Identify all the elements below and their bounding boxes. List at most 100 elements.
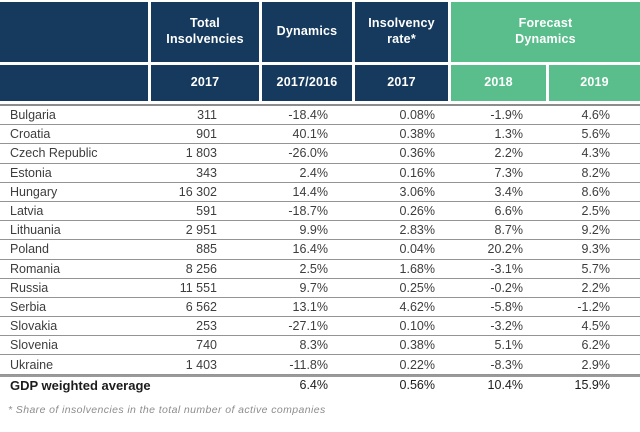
- cell-insolvency-rate: 0.26%: [399, 204, 435, 219]
- cell-insolvency-rate: 0.10%: [399, 319, 435, 334]
- table-row: Slovakia 253 -27.1% 0.10% -3.2% 4.5%: [0, 317, 640, 337]
- cell-forecast-2018: 20.2%: [487, 242, 523, 257]
- cell-insolvency-rate: 0.38%: [399, 338, 435, 353]
- cell-forecast-2019: 8.2%: [581, 165, 611, 180]
- cell-total-insolvencies: 901: [196, 127, 217, 142]
- table-row: Poland 885 16.4% 0.04% 20.2% 9.3%: [0, 240, 640, 260]
- cell-total-insolvencies: 1 803: [185, 146, 217, 161]
- cell-dynamics: 13.1%: [292, 299, 328, 314]
- cell-forecast-2019: 4.6%: [581, 108, 611, 123]
- cell-total-insolvencies: 740: [196, 338, 217, 353]
- table-header-years: 2017 2017/2016 2017 2018 2019: [0, 65, 640, 101]
- table-row: Czech Republic 1 803 -26.0% 0.36% 2.2% 4…: [0, 144, 640, 164]
- cell-dynamics: 2.5%: [299, 261, 329, 276]
- table-row: Romania 8 256 2.5% 1.68% -3.1% 5.7%: [0, 260, 640, 279]
- cell-insolvency-rate: 0.36%: [399, 146, 435, 161]
- cell-forecast-2019: 5.6%: [581, 127, 611, 142]
- table-row: Bulgaria 311 -18.4% 0.08% -1.9% 4.6%: [0, 106, 640, 126]
- cell-country: Croatia: [10, 127, 51, 142]
- footnote: * Share of insolvencies in the total num…: [8, 403, 326, 416]
- cell-country: Latvia: [10, 204, 44, 219]
- cell-insolvency-rate: 2.83%: [399, 223, 435, 238]
- cell-insolvency-rate: 0.22%: [399, 357, 435, 372]
- subheader-dynamics-period: 2017/2016: [259, 65, 352, 101]
- cell-forecast-2019: 2.9%: [581, 357, 611, 372]
- subheader-label-dynamics-period: 2017/2016: [276, 75, 338, 90]
- cell-summary-label: GDP weighted average: [10, 377, 151, 393]
- cell-forecast-2018: 7.3%: [494, 165, 524, 180]
- cell-forecast-2019: 2.2%: [581, 280, 611, 295]
- subheader-forecast-2019: 2019: [546, 65, 640, 101]
- cell-dynamics: 16.4%: [292, 242, 328, 257]
- cell-forecast-2019: 9.2%: [581, 223, 611, 238]
- subheader-cell-empty: [0, 65, 148, 101]
- subheader-label-rate-year: 2017: [387, 75, 416, 90]
- table-row: Slovenia 740 8.3% 0.38% 5.1% 6.2%: [0, 336, 640, 356]
- table-body: Bulgaria 311 -18.4% 0.08% -1.9% 4.6% Cro…: [0, 104, 640, 375]
- cell-dynamics: 8.3%: [299, 338, 329, 353]
- cell-forecast-2018: -8.3%: [490, 357, 523, 372]
- cell-forecast-2018: -5.8%: [490, 299, 523, 314]
- cell-summary-forecast-2019: 15.9%: [574, 378, 610, 393]
- cell-country: Czech Republic: [10, 146, 98, 161]
- cell-total-insolvencies: 8 256: [185, 261, 217, 276]
- cell-forecast-2018: -1.9%: [490, 108, 523, 123]
- cell-total-insolvencies: 6 562: [185, 299, 217, 314]
- cell-dynamics: 2.4%: [299, 165, 329, 180]
- cell-insolvency-rate: 0.16%: [399, 165, 435, 180]
- table-row: Latvia 591 -18.7% 0.26% 6.6% 2.5%: [0, 202, 640, 222]
- cell-forecast-2019: 8.6%: [581, 184, 611, 199]
- cell-forecast-2019: 5.7%: [581, 261, 611, 276]
- cell-total-insolvencies: 2 951: [185, 223, 217, 238]
- cell-insolvency-rate: 1.68%: [399, 261, 435, 276]
- table-row: Lithuania 2 951 9.9% 2.83% 8.7% 9.2%: [0, 221, 640, 241]
- cell-insolvency-rate: 0.08%: [399, 108, 435, 123]
- cell-total-insolvencies: 16 302: [178, 184, 217, 199]
- cell-dynamics: -18.7%: [288, 204, 328, 219]
- cell-forecast-2018: 2.2%: [494, 146, 524, 161]
- cell-total-insolvencies: 885: [196, 242, 217, 257]
- cell-total-insolvencies: 253: [196, 319, 217, 334]
- subheader-total-year: 2017: [148, 65, 259, 101]
- cell-forecast-2019: -1.2%: [577, 299, 610, 314]
- cell-insolvency-rate: 0.25%: [399, 280, 435, 295]
- cell-total-insolvencies: 1 403: [185, 357, 217, 372]
- cell-summary-insolvency-rate: 0.56%: [399, 378, 435, 393]
- cell-country: Slovenia: [10, 338, 58, 353]
- cell-forecast-2018: -0.2%: [490, 280, 523, 295]
- cell-forecast-2018: -3.2%: [490, 319, 523, 334]
- cell-country: Bulgaria: [10, 108, 56, 123]
- header-cell-empty: [0, 2, 148, 62]
- cell-country: Lithuania: [10, 223, 61, 238]
- cell-total-insolvencies: 343: [196, 165, 217, 180]
- cell-insolvency-rate: 3.06%: [399, 184, 435, 199]
- cell-total-insolvencies: 311: [197, 108, 217, 123]
- cell-total-insolvencies: 591: [196, 204, 217, 219]
- header-cell-insolvency-rate: Insolvency rate*: [352, 2, 448, 62]
- subheader-label-total-year: 2017: [190, 75, 220, 90]
- header-label-forecast-dynamics: Forecast Dynamics: [515, 16, 576, 46]
- cell-dynamics: 9.7%: [299, 280, 329, 295]
- table-row: Estonia 343 2.4% 0.16% 7.3% 8.2%: [0, 164, 640, 183]
- header-label-total-insolvencies: Total Insolvencies: [166, 16, 244, 46]
- cell-insolvency-rate: 4.62%: [399, 299, 435, 314]
- header-cell-total-insolvencies: Total Insolvencies: [148, 2, 259, 62]
- cell-forecast-2019: 4.5%: [581, 319, 611, 334]
- cell-country: Russia: [10, 280, 49, 295]
- cell-dynamics: -26.0%: [288, 146, 328, 161]
- cell-forecast-2018: 1.3%: [494, 127, 524, 142]
- cell-country: Hungary: [10, 184, 58, 199]
- cell-summary-forecast-2018: 10.4%: [487, 378, 523, 393]
- cell-total-insolvencies: 11 551: [179, 280, 217, 295]
- subheader-rate-year: 2017: [352, 65, 448, 101]
- cell-forecast-2018: 6.6%: [494, 204, 524, 219]
- cell-forecast-2018: 5.1%: [494, 338, 524, 353]
- table-row: Ukraine 1 403 -11.8% 0.22% -8.3% 2.9%: [0, 355, 640, 375]
- header-cell-dynamics: Dynamics: [259, 2, 352, 62]
- subheader-label-forecast-2018: 2018: [484, 75, 513, 90]
- subheader-forecast-2018: 2018: [448, 65, 546, 101]
- cell-forecast-2019: 4.3%: [581, 146, 611, 161]
- cell-country: Ukraine: [10, 357, 54, 372]
- cell-country: Serbia: [10, 299, 47, 314]
